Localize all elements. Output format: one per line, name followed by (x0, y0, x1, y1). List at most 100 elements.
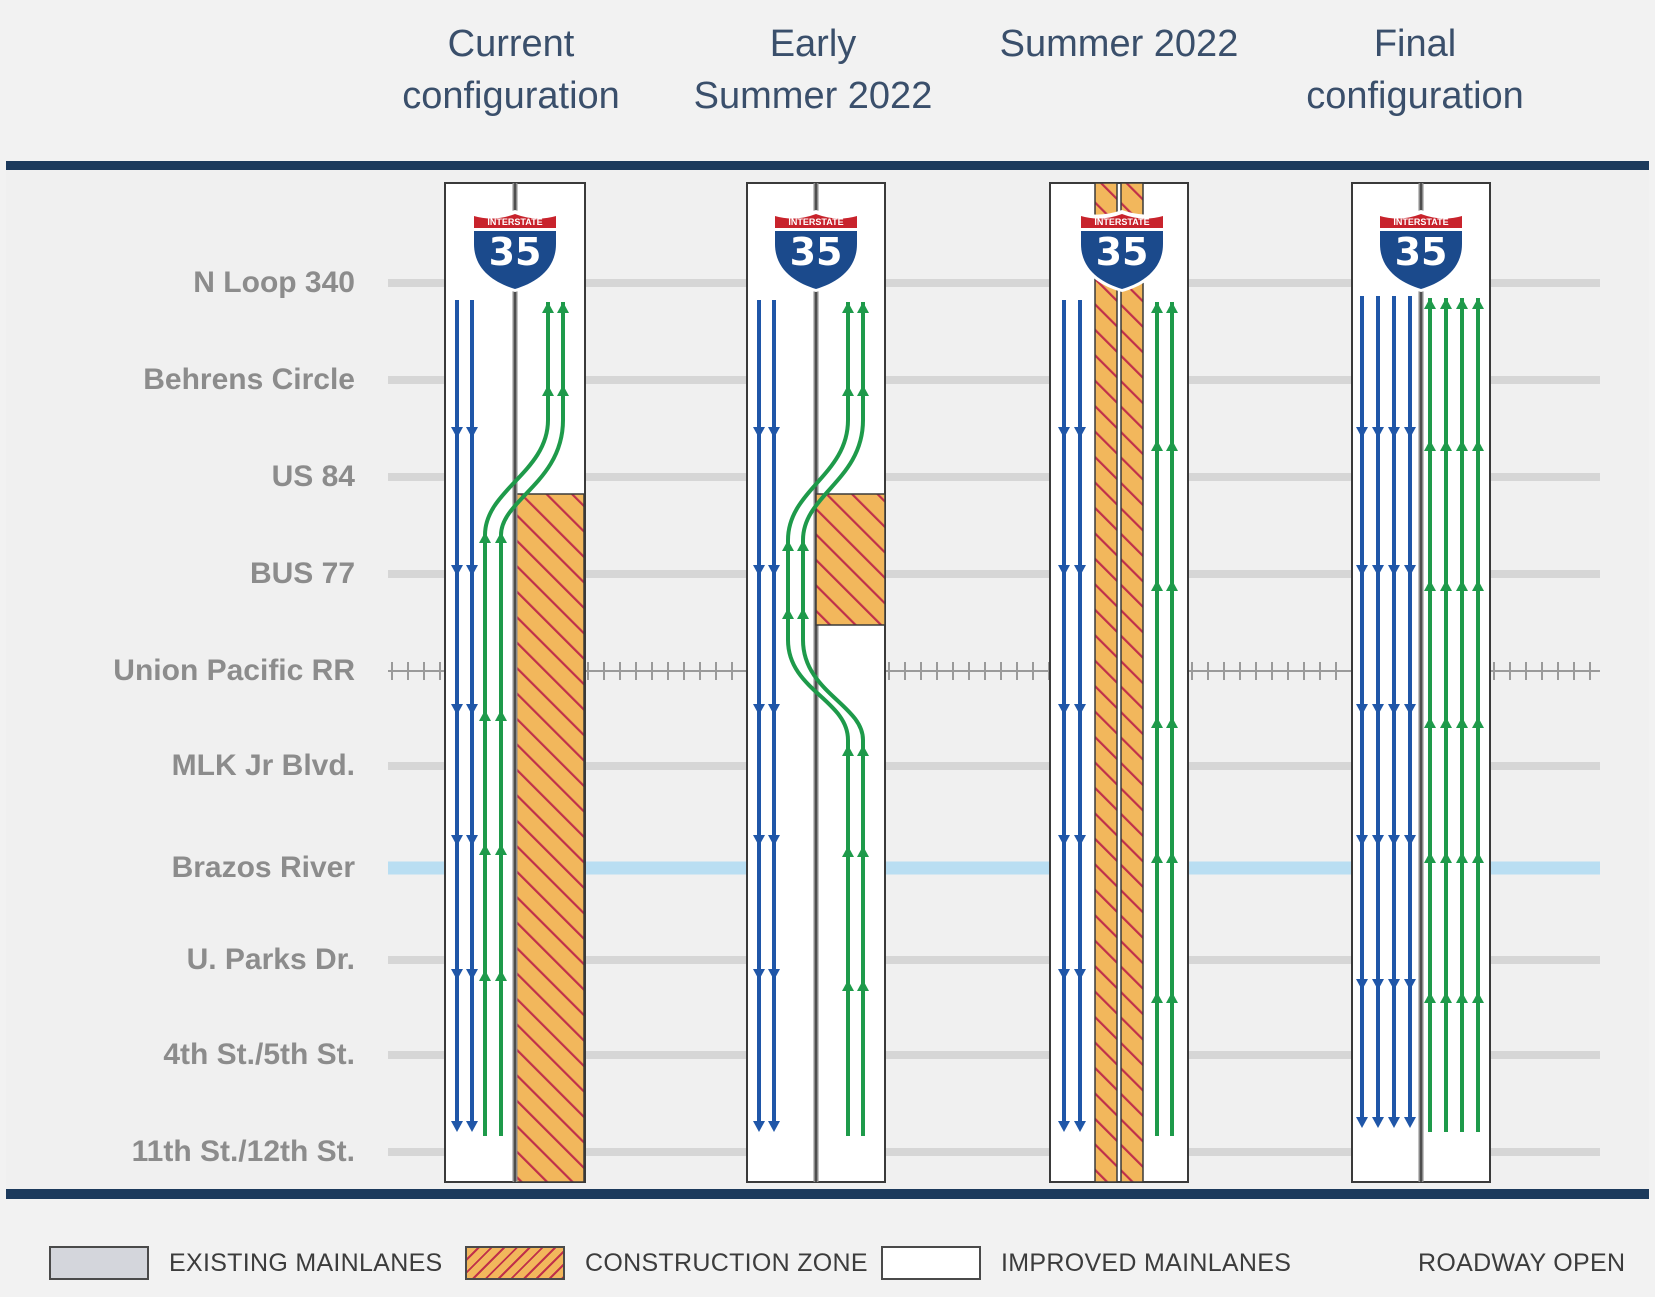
arrowhead-up-icon (1151, 717, 1163, 728)
arrowhead-up-icon (797, 540, 809, 551)
street-label: Brazos River (171, 851, 355, 884)
arrowhead-up-icon (842, 980, 854, 991)
legend-label: CONSTRUCTION ZONE (585, 1248, 868, 1277)
shield-body (775, 231, 857, 289)
column-header-summer: Summer 2022 (969, 18, 1269, 70)
arrowhead-up-icon (1440, 717, 1452, 728)
arrowhead-up-icon (557, 302, 569, 313)
interstate-shields: INTERSTATE35INTERSTATE35INTERSTATE35INTE… (471, 210, 1465, 292)
arrowhead-down-icon (1404, 427, 1416, 438)
column-title-line1: Early (769, 23, 857, 65)
shield-body (1380, 231, 1462, 289)
northbound-lane (483, 302, 550, 1136)
street-label: US 84 (271, 460, 355, 493)
street-label: Union Pacific RR (113, 654, 355, 687)
column-title-line2: configuration (1306, 75, 1524, 117)
construction-zone-summer-left (1094, 182, 1118, 1183)
arrowhead-up-icon (1456, 298, 1468, 309)
arrowhead-up-icon (1424, 717, 1436, 728)
arrowhead-up-icon (479, 844, 491, 855)
shield-top-text: INTERSTATE (487, 217, 542, 227)
arrowhead-up-icon (857, 745, 869, 756)
arrowhead-up-icon (1151, 992, 1163, 1003)
arrowhead-down-icon (768, 565, 780, 576)
arrowhead-down-icon (1356, 979, 1368, 990)
arrowhead-up-icon (1440, 580, 1452, 591)
arrowhead-up-icon (797, 608, 809, 619)
arrowhead-down-icon (451, 565, 463, 576)
street-label: U. Parks Dr. (186, 943, 355, 976)
arrowhead-down-icon (466, 427, 478, 438)
arrowhead-down-icon (1388, 565, 1400, 576)
shield-number: 35 (1395, 230, 1448, 274)
arrowhead-down-icon (1356, 427, 1368, 438)
arrowhead-up-icon (842, 302, 854, 313)
arrowhead-up-icon (1166, 580, 1178, 591)
existing-swatch-icon (49, 1246, 149, 1280)
arrowhead-up-icon (495, 970, 507, 981)
arrowhead-up-icon (1151, 852, 1163, 863)
arrowhead-down-icon (1074, 835, 1086, 846)
arrowhead-up-icon (1440, 852, 1452, 863)
column-header-final: Final configuration (1265, 18, 1565, 122)
arrowhead-up-icon (542, 302, 554, 313)
arrowhead-down-icon (1058, 427, 1070, 438)
arrowhead-up-icon (1424, 440, 1436, 451)
arrowhead-up-icon (1456, 717, 1468, 728)
column-title-line2: configuration (402, 75, 620, 117)
arrowhead-down-icon (1356, 1117, 1368, 1128)
legend-roadway-open: ROADWAY OPEN (1418, 1243, 1625, 1283)
arrowhead-up-icon (557, 385, 569, 396)
arrowhead-down-icon (1074, 1121, 1086, 1132)
arrowhead-down-icon (1058, 565, 1070, 576)
shield-top-band (1380, 214, 1462, 228)
shield-top-band (1081, 214, 1163, 228)
arrowhead-up-icon (479, 710, 491, 721)
arrowhead-down-icon (1074, 427, 1086, 438)
arrowhead-up-icon (1424, 852, 1436, 863)
arrowhead-up-icon (495, 532, 507, 543)
arrowhead-up-icon (1440, 440, 1452, 451)
arrowhead-down-icon (1074, 565, 1086, 576)
arrowhead-up-icon (782, 608, 794, 619)
arrowhead-up-icon (1166, 852, 1178, 863)
arrowhead-up-icon (1151, 302, 1163, 313)
arrowhead-down-icon (1372, 704, 1384, 715)
arrowhead-up-icon (857, 302, 869, 313)
legend-improved: IMPROVED MAINLANES (881, 1243, 1291, 1283)
arrowhead-up-icon (495, 844, 507, 855)
construction-phase-diagram: INTERSTATE35INTERSTATE35INTERSTATE35INTE… (6, 161, 1649, 1199)
arrowhead-down-icon (1404, 1117, 1416, 1128)
arrowhead-down-icon (1372, 835, 1384, 846)
shield-number: 35 (489, 230, 542, 274)
arrowhead-up-icon (1166, 302, 1178, 313)
arrowhead-up-icon (842, 385, 854, 396)
arrowhead-down-icon (451, 1121, 463, 1132)
arrowhead-up-icon (1472, 717, 1484, 728)
column-title-line1: Final (1373, 23, 1457, 65)
arrowhead-down-icon (1404, 704, 1416, 715)
arrowhead-up-icon (857, 385, 869, 396)
arrowhead-up-icon (842, 846, 854, 857)
arrowhead-down-icon (1388, 835, 1400, 846)
shield-top-band (474, 214, 556, 228)
arrowhead-down-icon (1356, 704, 1368, 715)
arrowhead-down-icon (466, 835, 478, 846)
arrowhead-down-icon (1058, 835, 1070, 846)
arrowhead-up-icon (782, 540, 794, 551)
construction-zone-current (514, 493, 585, 1183)
arrowhead-up-icon (1424, 580, 1436, 591)
interstate-35-shield-icon: INTERSTATE 35 (772, 210, 860, 292)
arrowhead-down-icon (1058, 1121, 1070, 1132)
arrowhead-down-icon (1372, 565, 1384, 576)
arrowhead-down-icon (768, 1121, 780, 1132)
shield-top-band (775, 214, 857, 228)
construction-swatch-icon (465, 1246, 565, 1280)
arrowhead-down-icon (1058, 969, 1070, 980)
arrowhead-up-icon (1151, 580, 1163, 591)
shield-number: 35 (790, 230, 843, 274)
column-title-line2: Summer 2022 (693, 75, 933, 117)
arrowhead-down-icon (753, 1121, 765, 1132)
arrowhead-down-icon (768, 704, 780, 715)
arrowhead-up-icon (1456, 580, 1468, 591)
